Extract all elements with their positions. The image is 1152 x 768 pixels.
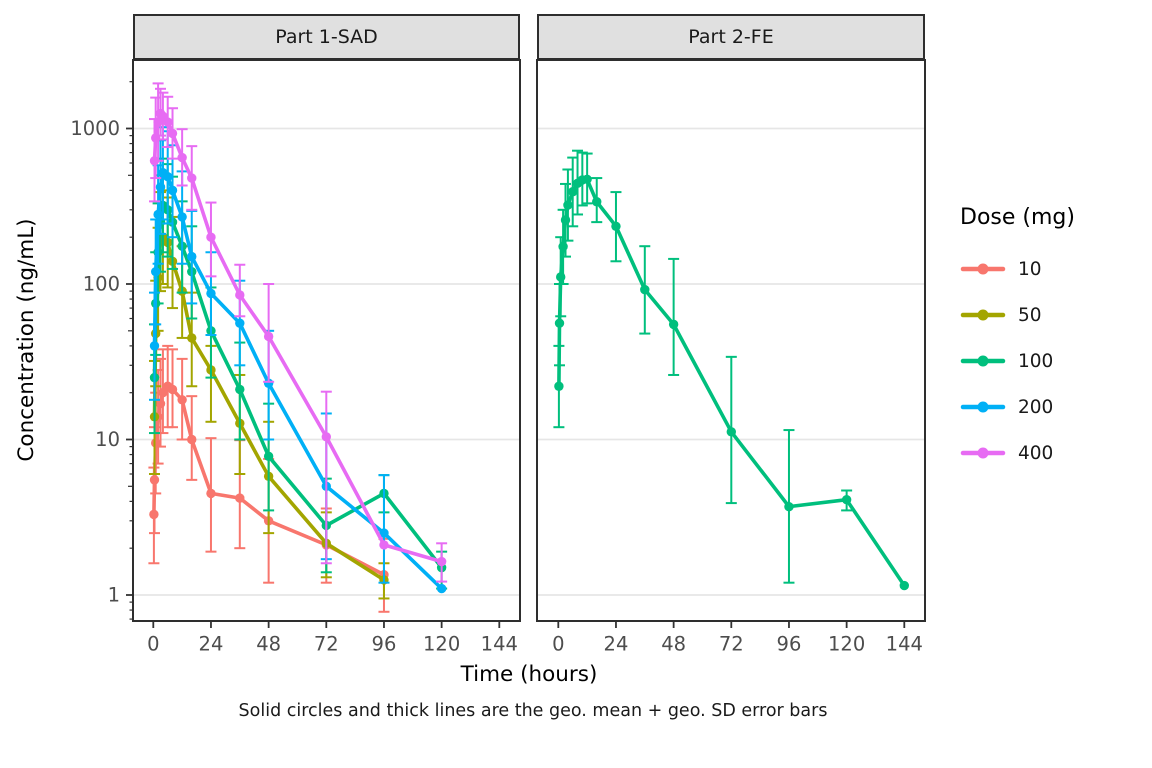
legend-key-line-icon: [960, 355, 1006, 367]
legend-entry-200: 200: [960, 384, 1150, 430]
y-tick-label: 10: [95, 428, 120, 451]
x-tick-label: 120: [828, 632, 865, 655]
x-axis-ticks: 0 24 48 72 96 120 144: [147, 621, 518, 655]
legend-key-line-icon: [960, 263, 1006, 275]
facet-label-part1: Part 1-SAD: [275, 26, 378, 48]
x-tick-label: 120: [423, 632, 460, 655]
facet-strip-part2-fe: Part 2-FE: [537, 14, 925, 60]
x-axis-title: Time (hours): [460, 662, 598, 687]
legend-entry-label: 10: [1018, 258, 1042, 280]
panel-2: 0 24 48 72 96 120 144: [536, 59, 926, 655]
legend-entry-label: 50: [1018, 304, 1042, 326]
y-tick-label: 100: [83, 273, 120, 296]
legend-entry-label: 400: [1018, 442, 1054, 464]
x-tick-label: 72: [314, 632, 339, 655]
legend-entry-label: 200: [1018, 396, 1054, 418]
series-100mg: [553, 149, 910, 591]
legend-key-line-icon: [960, 309, 1006, 321]
y-axis-title: Concentration (ng/mL): [14, 218, 39, 462]
x-tick-label: 24: [604, 632, 629, 655]
y-axis-ticks: 1 10 100 1000: [70, 81, 133, 620]
legend-entry-100: 100: [960, 338, 1150, 384]
x-tick-label: 144: [481, 632, 518, 655]
series-200mg: [149, 126, 447, 594]
legend-entry-10: 10: [960, 246, 1150, 292]
x-tick-label: 144: [886, 632, 923, 655]
legend-key-line-icon: [960, 447, 1006, 459]
x-tick-label: 96: [777, 632, 802, 655]
facet-strip-part1-sad: Part 1-SAD: [133, 14, 520, 60]
x-axis-ticks: 0 24 48 72 96 120 144: [552, 621, 923, 655]
legend-entry-400: 400: [960, 430, 1150, 476]
x-tick-label: 72: [719, 632, 744, 655]
figure-caption: Solid circles and thick lines are the ge…: [238, 701, 828, 721]
legend-entries: 10 50 100 200 400: [960, 246, 1150, 476]
legend-entry-label: 100: [1018, 350, 1054, 372]
x-tick-label: 48: [661, 632, 686, 655]
legend-key-line-icon: [960, 401, 1006, 413]
series-400mg: [149, 82, 448, 583]
x-tick-label: 0: [552, 632, 564, 655]
y-tick-label: 1: [108, 584, 120, 607]
x-tick-label: 24: [199, 632, 224, 655]
legend-entry-50: 50: [960, 292, 1150, 338]
legend-title: Dose (mg): [960, 205, 1075, 230]
x-tick-label: 48: [256, 632, 281, 655]
panel-1: 1 10 100 1000 0 24 48 72 96 120 144: [70, 59, 521, 655]
y-tick-label: 1000: [70, 117, 120, 140]
facet-label-part2: Part 2-FE: [688, 26, 774, 48]
series-100mg: [149, 157, 448, 590]
x-tick-label: 96: [372, 632, 397, 655]
x-tick-label: 0: [147, 632, 159, 655]
dose-legend: Dose (mg) 10 50 100 200 400: [960, 202, 1150, 476]
